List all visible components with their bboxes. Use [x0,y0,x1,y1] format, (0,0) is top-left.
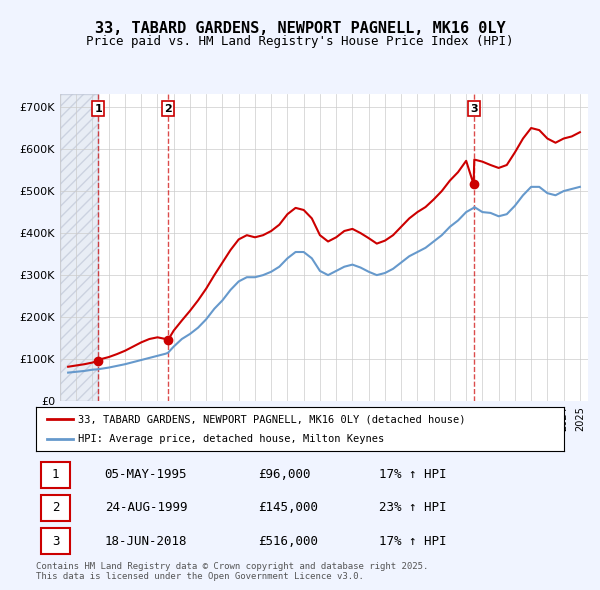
Text: £516,000: £516,000 [258,535,318,548]
FancyBboxPatch shape [41,461,70,489]
Text: Price paid vs. HM Land Registry's House Price Index (HPI): Price paid vs. HM Land Registry's House … [86,35,514,48]
FancyBboxPatch shape [41,494,70,522]
Text: £96,000: £96,000 [258,468,310,481]
Text: 1: 1 [94,104,102,114]
Text: 33, TABARD GARDENS, NEWPORT PAGNELL, MK16 0LY: 33, TABARD GARDENS, NEWPORT PAGNELL, MK1… [95,21,505,35]
Text: 2: 2 [52,502,59,514]
Text: 23% ↑ HPI: 23% ↑ HPI [379,502,446,514]
Bar [60,94,98,401]
Text: Contains HM Land Registry data © Crown copyright and database right 2025.
This d: Contains HM Land Registry data © Crown c… [36,562,428,581]
Text: £145,000: £145,000 [258,502,318,514]
Bar [60,94,98,401]
Text: 05-MAY-1995: 05-MAY-1995 [104,468,187,481]
Text: 18-JUN-2018: 18-JUN-2018 [104,535,187,548]
Text: 17% ↑ HPI: 17% ↑ HPI [379,468,446,481]
Text: HPI: Average price, detached house, Milton Keynes: HPI: Average price, detached house, Milt… [78,434,385,444]
Text: 3: 3 [52,535,59,548]
Text: 33, TABARD GARDENS, NEWPORT PAGNELL, MK16 0LY (detached house): 33, TABARD GARDENS, NEWPORT PAGNELL, MK1… [78,415,466,424]
Text: 17% ↑ HPI: 17% ↑ HPI [379,535,446,548]
Text: 2: 2 [164,104,172,114]
Text: 3: 3 [470,104,478,114]
FancyBboxPatch shape [41,527,70,555]
Text: 1: 1 [52,468,59,481]
Text: 24-AUG-1999: 24-AUG-1999 [104,502,187,514]
